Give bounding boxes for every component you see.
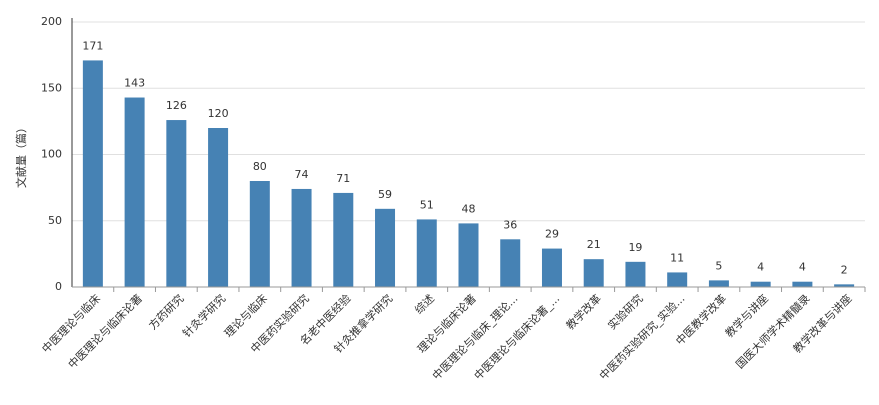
value-label: 21 — [587, 238, 601, 251]
bar — [208, 128, 229, 287]
y-tick-label: 50 — [48, 214, 62, 227]
value-label: 51 — [420, 198, 434, 211]
value-label: 4 — [757, 261, 764, 274]
bar — [750, 281, 771, 287]
x-tick-label: 综述 — [412, 291, 437, 316]
bar — [583, 259, 604, 287]
bar — [375, 208, 396, 287]
bar — [834, 284, 855, 287]
bar — [708, 280, 729, 287]
bar — [541, 248, 562, 287]
x-tick-label: 中医理论与临床论著 — [65, 291, 145, 371]
value-label: 4 — [799, 261, 806, 274]
bar — [458, 223, 479, 287]
value-label: 11 — [670, 251, 684, 264]
value-label: 80 — [253, 160, 267, 173]
bar — [667, 272, 688, 287]
value-label: 2 — [841, 263, 848, 276]
bar — [416, 219, 437, 287]
value-label: 48 — [462, 202, 476, 215]
y-tick-label: 200 — [41, 15, 62, 28]
bar — [124, 97, 145, 288]
bar — [625, 261, 646, 287]
y-tick-label: 0 — [55, 280, 62, 293]
y-axis-title: 文献量（篇） — [14, 122, 28, 188]
bar — [249, 181, 270, 287]
x-tick-label: 针灸学研究 — [180, 291, 229, 340]
value-label: 126 — [166, 99, 187, 112]
value-label: 36 — [503, 218, 517, 231]
value-label: 120 — [208, 107, 229, 120]
x-tick-label: 方药研究 — [146, 291, 187, 332]
y-tick-label: 150 — [41, 81, 62, 94]
value-label: 171 — [82, 39, 103, 52]
value-label: 74 — [295, 168, 309, 181]
bar — [500, 239, 521, 287]
value-label: 143 — [124, 77, 145, 90]
value-label: 71 — [336, 172, 350, 185]
value-label: 5 — [715, 259, 722, 272]
y-tick-label: 100 — [41, 148, 62, 161]
x-tick-label: 国医大师学术精髓录 — [733, 291, 813, 371]
bar — [82, 60, 103, 287]
bar — [291, 188, 312, 287]
value-label: 59 — [378, 188, 392, 201]
value-label: 29 — [545, 228, 559, 241]
bar — [792, 281, 813, 287]
x-tick-label: 实验研究 — [605, 291, 646, 332]
bar — [333, 192, 354, 287]
x-tick-label: 教学改革 — [563, 291, 604, 332]
value-label: 19 — [628, 241, 642, 254]
bar — [166, 120, 187, 287]
